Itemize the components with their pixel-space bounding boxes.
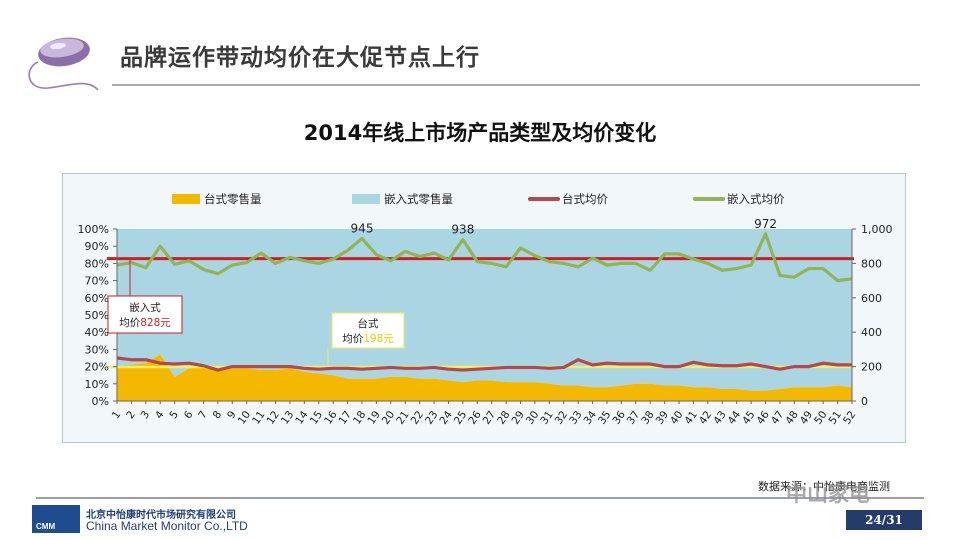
right-tick-label: 800 [861, 257, 882, 270]
slide-title: 品牌运作带动均价在大促节点上行 [120, 45, 480, 71]
left-tick-label: 30% [85, 343, 109, 356]
peak-label: 972 [754, 217, 777, 231]
left-tick-label: 40% [85, 326, 109, 339]
desktop-avg-value: 198元 [363, 333, 394, 345]
embedded-avg-label-line2: 均价828元 [119, 317, 171, 329]
embedded-price-line [116, 232, 853, 283]
legend-swatch [172, 194, 200, 204]
footer-divider [36, 497, 924, 499]
desktop-avg-label-line1: 台式 [358, 317, 379, 330]
data-source-note: 数据来源：中怡康电商监测 [758, 480, 890, 493]
mouse-logo-icon [28, 37, 99, 91]
company-name-en: China Market Monitor Co.,LTD [86, 519, 248, 533]
legend-label: 台式零售量 [204, 192, 262, 206]
right-tick-label: 200 [861, 361, 882, 374]
embedded-avg-label-line1: 嵌入式 [129, 301, 161, 314]
desktop-avg-label-line2: 均价198元 [342, 333, 394, 345]
legend-label: 台式均价 [562, 192, 608, 206]
title-divider [112, 84, 920, 86]
legend-swatch [352, 194, 380, 204]
legend-label: 嵌入式零售量 [384, 192, 453, 206]
embedded-avg-label-box [107, 295, 183, 334]
left-tick-label: 10% [85, 378, 109, 391]
left-tick-label: 80% [85, 257, 109, 270]
peak-label: 938 [451, 223, 474, 237]
left-tick-label: 20% [85, 361, 109, 374]
company-mark: CMM [32, 505, 80, 533]
company-mark-text: CMM [36, 522, 56, 531]
legend-label: 嵌入式均价 [727, 192, 785, 206]
x-tick-label: 3 [139, 409, 153, 421]
embedded-volume-area [117, 229, 852, 391]
page-number: 24/31 [846, 510, 922, 530]
x-tick-label: 1 [110, 409, 124, 421]
x-tick-label: 6 [182, 409, 196, 422]
embedded-avg-label-text: 均价 [119, 317, 140, 329]
right-tick-label: 600 [861, 292, 882, 305]
left-tick-label: 50% [85, 309, 109, 322]
left-tick-label: 60% [85, 292, 109, 305]
left-tick-label: 90% [85, 240, 109, 253]
peak-label: 945 [351, 221, 374, 235]
desktop-volume-area [117, 354, 852, 401]
wechat-watermark: 中山家电 [786, 482, 870, 506]
chart-title: 2014年线上市场产品类型及均价变化 [303, 121, 657, 145]
desktop-avg-label-text: 均价 [342, 333, 363, 345]
left-tick-label: 70% [85, 275, 109, 288]
right-tick-label: 0 [861, 395, 868, 408]
company-name-cn: 北京中怡康时代市场研究有限公司 [86, 510, 236, 521]
desktop-avg-label-box [331, 312, 405, 349]
x-tick-label: 7 [196, 409, 210, 421]
left-tick-label: 0% [92, 395, 109, 408]
x-tick-label: 2 [124, 409, 138, 421]
x-tick-label: 4 [153, 409, 167, 422]
embedded-avg-value: 828元 [140, 317, 171, 329]
desktop-price-line [116, 356, 852, 372]
right-tick-label: 1,000 [861, 223, 893, 236]
left-tick-label: 100% [78, 223, 109, 236]
right-tick-label: 400 [861, 326, 882, 339]
x-tick-label: 52 [841, 409, 859, 427]
x-tick-label: 8 [211, 409, 225, 421]
x-tick-label: 5 [167, 409, 181, 421]
